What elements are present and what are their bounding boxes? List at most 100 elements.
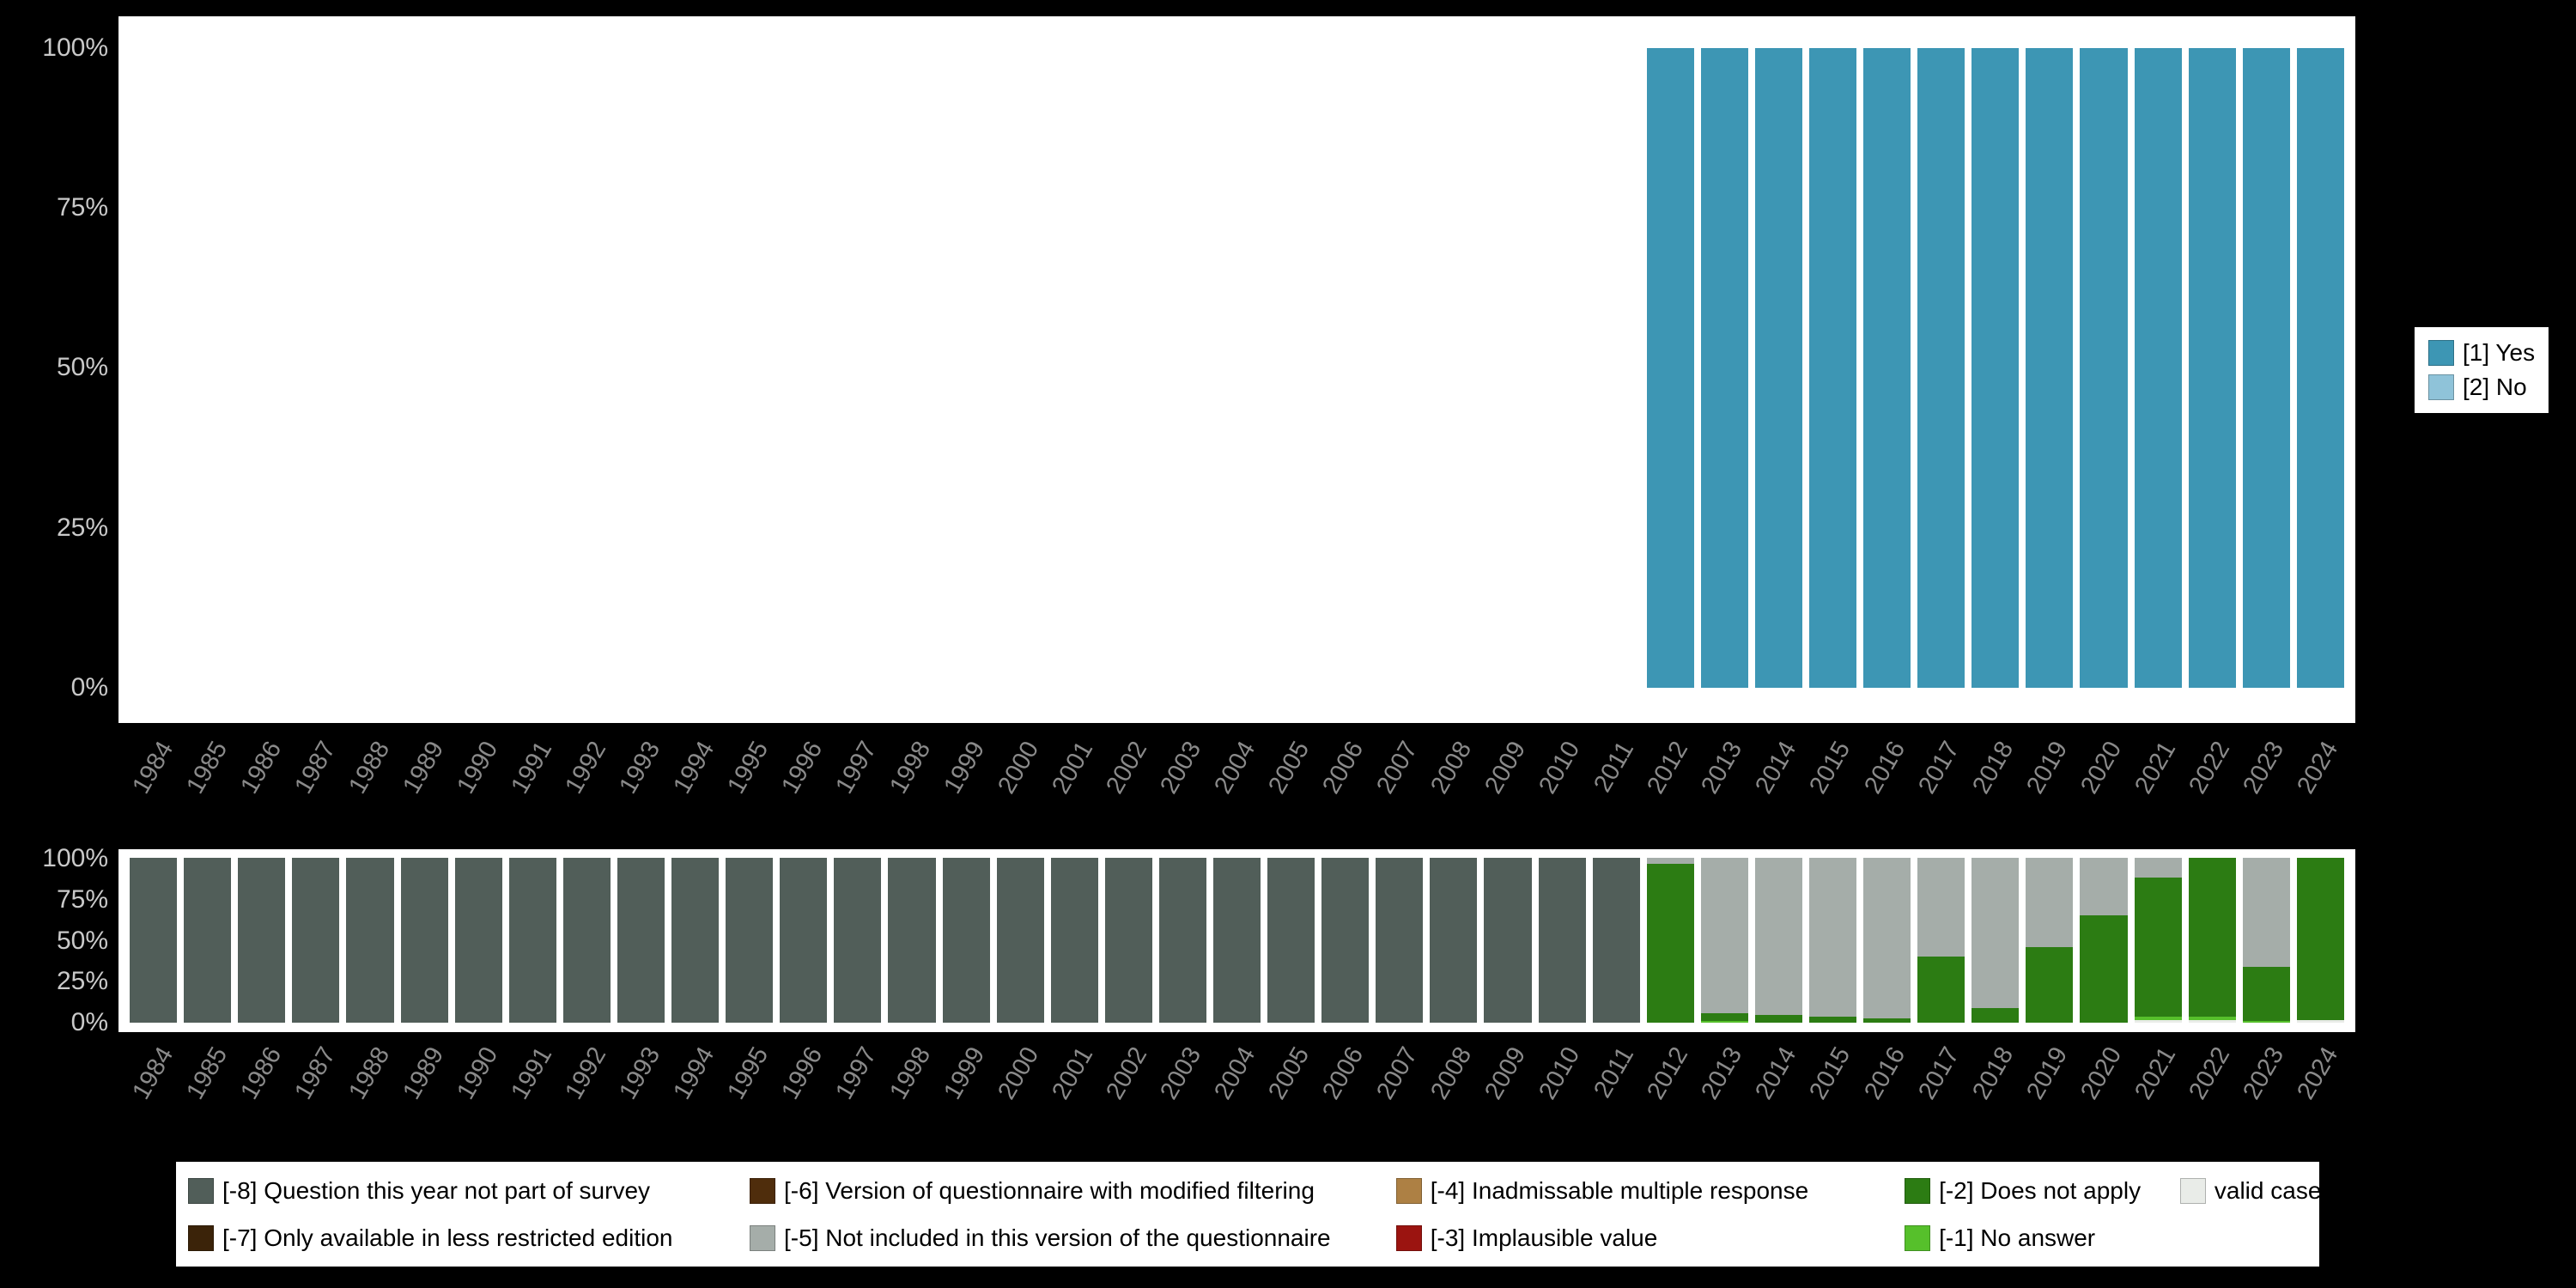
x-tick-label: 1991 bbox=[505, 737, 557, 799]
bar-stack bbox=[2134, 857, 2182, 1024]
bar-segment bbox=[130, 857, 178, 1024]
bar-stack bbox=[454, 857, 502, 1024]
bar-segment bbox=[1158, 857, 1206, 1024]
x-tick: 2000 bbox=[993, 732, 1048, 843]
bar-2021 bbox=[2131, 48, 2185, 688]
y-tick-label: 50% bbox=[56, 353, 108, 382]
bar-segment bbox=[1267, 857, 1315, 1024]
x-tick: 2006 bbox=[1317, 1037, 1372, 1149]
bar-stack bbox=[1539, 48, 1586, 688]
bar-2009 bbox=[1480, 857, 1534, 1024]
bar-stack bbox=[726, 857, 774, 1024]
x-tick-label: 2023 bbox=[2237, 1042, 2289, 1104]
x-tick-label: 2001 bbox=[1047, 737, 1099, 799]
x-tick: 2015 bbox=[1805, 732, 1859, 843]
x-tick: 1992 bbox=[560, 732, 615, 843]
bar-stack bbox=[1538, 857, 1586, 1024]
bar-stack bbox=[942, 857, 990, 1024]
bar-stack bbox=[617, 48, 665, 688]
legend-swatch bbox=[2179, 1177, 2206, 1204]
legend-label: [2] No bbox=[2463, 374, 2527, 400]
bar-stack bbox=[508, 857, 556, 1024]
bar-2015 bbox=[1806, 857, 1860, 1024]
bar-segment bbox=[2134, 48, 2182, 688]
x-tick-label: 2017 bbox=[1912, 737, 1965, 799]
legend-swatch bbox=[188, 1177, 214, 1204]
bar-stack bbox=[1754, 857, 1803, 1024]
bar-2004 bbox=[1210, 48, 1264, 688]
bar-2013 bbox=[1698, 857, 1752, 1024]
bar-segment bbox=[1646, 857, 1694, 865]
y-tick-label: 75% bbox=[56, 884, 108, 914]
x-tick-label: 2021 bbox=[2129, 1042, 2181, 1104]
bar-stack bbox=[1809, 857, 1857, 1024]
bar-1999 bbox=[939, 857, 993, 1024]
x-tick-label: 1988 bbox=[343, 1042, 395, 1104]
x-tick: 2003 bbox=[1155, 1037, 1210, 1149]
x-tick-label: 2009 bbox=[1479, 1042, 1532, 1104]
bar-stack bbox=[1809, 48, 1857, 688]
bar-2007 bbox=[1372, 48, 1426, 688]
bar-segment bbox=[1754, 1014, 1803, 1024]
bar-stack bbox=[1321, 857, 1370, 1024]
legend-swatch bbox=[188, 1224, 214, 1251]
bar-2006 bbox=[1318, 48, 1372, 688]
x-tick: 1987 bbox=[289, 1037, 344, 1149]
bar-2017 bbox=[1914, 48, 1968, 688]
x-tick-label: 2008 bbox=[1425, 737, 1478, 799]
x-tick: 1993 bbox=[614, 1037, 669, 1149]
x-tick: 2012 bbox=[1643, 1037, 1697, 1149]
x-tick: 2008 bbox=[1426, 732, 1480, 843]
legend-item: [-2] Does not apply bbox=[1905, 1177, 2180, 1205]
x-tick-label: 2019 bbox=[2020, 737, 2073, 799]
bar-segment bbox=[617, 857, 665, 1024]
bar-2017 bbox=[1914, 857, 1968, 1024]
bar-2000 bbox=[993, 857, 1048, 1024]
bar-2009 bbox=[1480, 48, 1534, 688]
bottom-chart-bars-layer bbox=[126, 857, 2348, 1024]
x-tick: 1992 bbox=[560, 1037, 615, 1149]
bar-2020 bbox=[2076, 857, 2130, 1024]
x-tick: 2002 bbox=[1101, 1037, 1156, 1149]
bar-stack bbox=[2242, 48, 2290, 688]
bar-2016 bbox=[1860, 857, 1914, 1024]
x-tick: 2022 bbox=[2184, 732, 2239, 843]
bar-stack bbox=[1104, 857, 1152, 1024]
x-tick: 2018 bbox=[1967, 1037, 2022, 1149]
x-tick: 2013 bbox=[1697, 1037, 1751, 1149]
bar-stack bbox=[1376, 48, 1423, 688]
x-tick-label: 2006 bbox=[1317, 1042, 1370, 1104]
bar-stack bbox=[1917, 857, 1965, 1024]
x-tick-label: 2019 bbox=[2020, 1042, 2073, 1104]
x-tick: 1990 bbox=[451, 1037, 507, 1149]
x-tick-label: 1990 bbox=[451, 1042, 503, 1104]
x-tick-label: 2016 bbox=[1858, 1042, 1911, 1104]
bar-segment bbox=[834, 857, 882, 1024]
bar-2019 bbox=[2022, 857, 2076, 1024]
bar-1995 bbox=[722, 857, 776, 1024]
x-tick: 2016 bbox=[1859, 732, 1914, 843]
x-tick-label: 2010 bbox=[1534, 737, 1586, 799]
x-tick: 2024 bbox=[2292, 1037, 2347, 1149]
x-tick: 1995 bbox=[722, 732, 777, 843]
x-tick-label: 2020 bbox=[2075, 737, 2127, 799]
bar-1996 bbox=[776, 48, 830, 688]
yes-no-legend: [1] Yes [2] No bbox=[2415, 327, 2549, 413]
bar-segment bbox=[1971, 1008, 2020, 1024]
bar-segment bbox=[1646, 48, 1694, 688]
legend-item: [2] No bbox=[2428, 374, 2535, 401]
bar-segment bbox=[2242, 1021, 2290, 1024]
x-tick: 2009 bbox=[1480, 1037, 1534, 1149]
bar-segment bbox=[2188, 1016, 2236, 1020]
legend-swatch bbox=[1395, 1177, 1422, 1204]
legend-item: [-3] Implausible value bbox=[1395, 1224, 1905, 1252]
bar-1992 bbox=[560, 857, 614, 1024]
bar-segment bbox=[1212, 857, 1261, 1024]
bar-stack bbox=[2026, 48, 2074, 688]
x-tick: 2021 bbox=[2129, 732, 2184, 843]
x-tick: 1993 bbox=[614, 732, 669, 843]
bar-segment bbox=[1863, 48, 1911, 688]
bar-stack bbox=[2080, 857, 2128, 1024]
y-tick-label: 25% bbox=[56, 513, 108, 542]
bar-1986 bbox=[234, 857, 289, 1024]
